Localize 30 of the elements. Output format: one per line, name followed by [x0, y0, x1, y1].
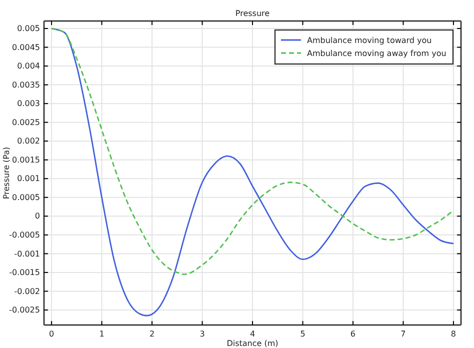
y-tick-label: 0.0005	[12, 192, 40, 202]
x-tick-label: 8	[450, 330, 456, 339]
y-tick-label: -0.0005	[9, 230, 40, 240]
x-tick-label: 7	[400, 330, 406, 339]
x-tick-label: 3	[200, 330, 205, 339]
legend-label: Ambulance moving toward you	[307, 36, 432, 45]
y-tick-label: 0	[34, 212, 40, 221]
y-tick-label: 0.005	[17, 24, 40, 34]
x-tick-label: 4	[250, 330, 256, 339]
x-tick-label: 5	[300, 330, 306, 339]
x-tick-label: 2	[149, 330, 155, 339]
x-tick-label: 0	[48, 330, 54, 339]
y-tick-label: -0.0025	[9, 306, 40, 315]
y-tick-label: 0.001	[17, 174, 40, 184]
y-tick-label: 0.0015	[12, 155, 40, 164]
y-tick-label: -0.002	[14, 286, 40, 296]
x-tick-label: 1	[99, 330, 104, 339]
y-tick-label: 0.0035	[12, 80, 40, 90]
y-tick-label: 0.004	[17, 62, 40, 71]
y-tick-label: 0.0025	[12, 118, 40, 127]
y-tick-label: -0.0015	[9, 268, 40, 278]
x-axis-title: Distance (m)	[226, 339, 278, 348]
y-axis-title: Pressure (Pa)	[2, 146, 11, 200]
y-tick-label: -0.001	[14, 249, 40, 258]
y-tick-label: 0.0045	[12, 42, 40, 52]
x-tick-label: 6	[350, 330, 356, 339]
chart-title: Pressure	[235, 9, 270, 18]
y-tick-label: 0.003	[17, 99, 40, 108]
legend-label: Ambulance moving away from you	[307, 49, 446, 58]
y-tick-label: 0.002	[17, 136, 40, 146]
